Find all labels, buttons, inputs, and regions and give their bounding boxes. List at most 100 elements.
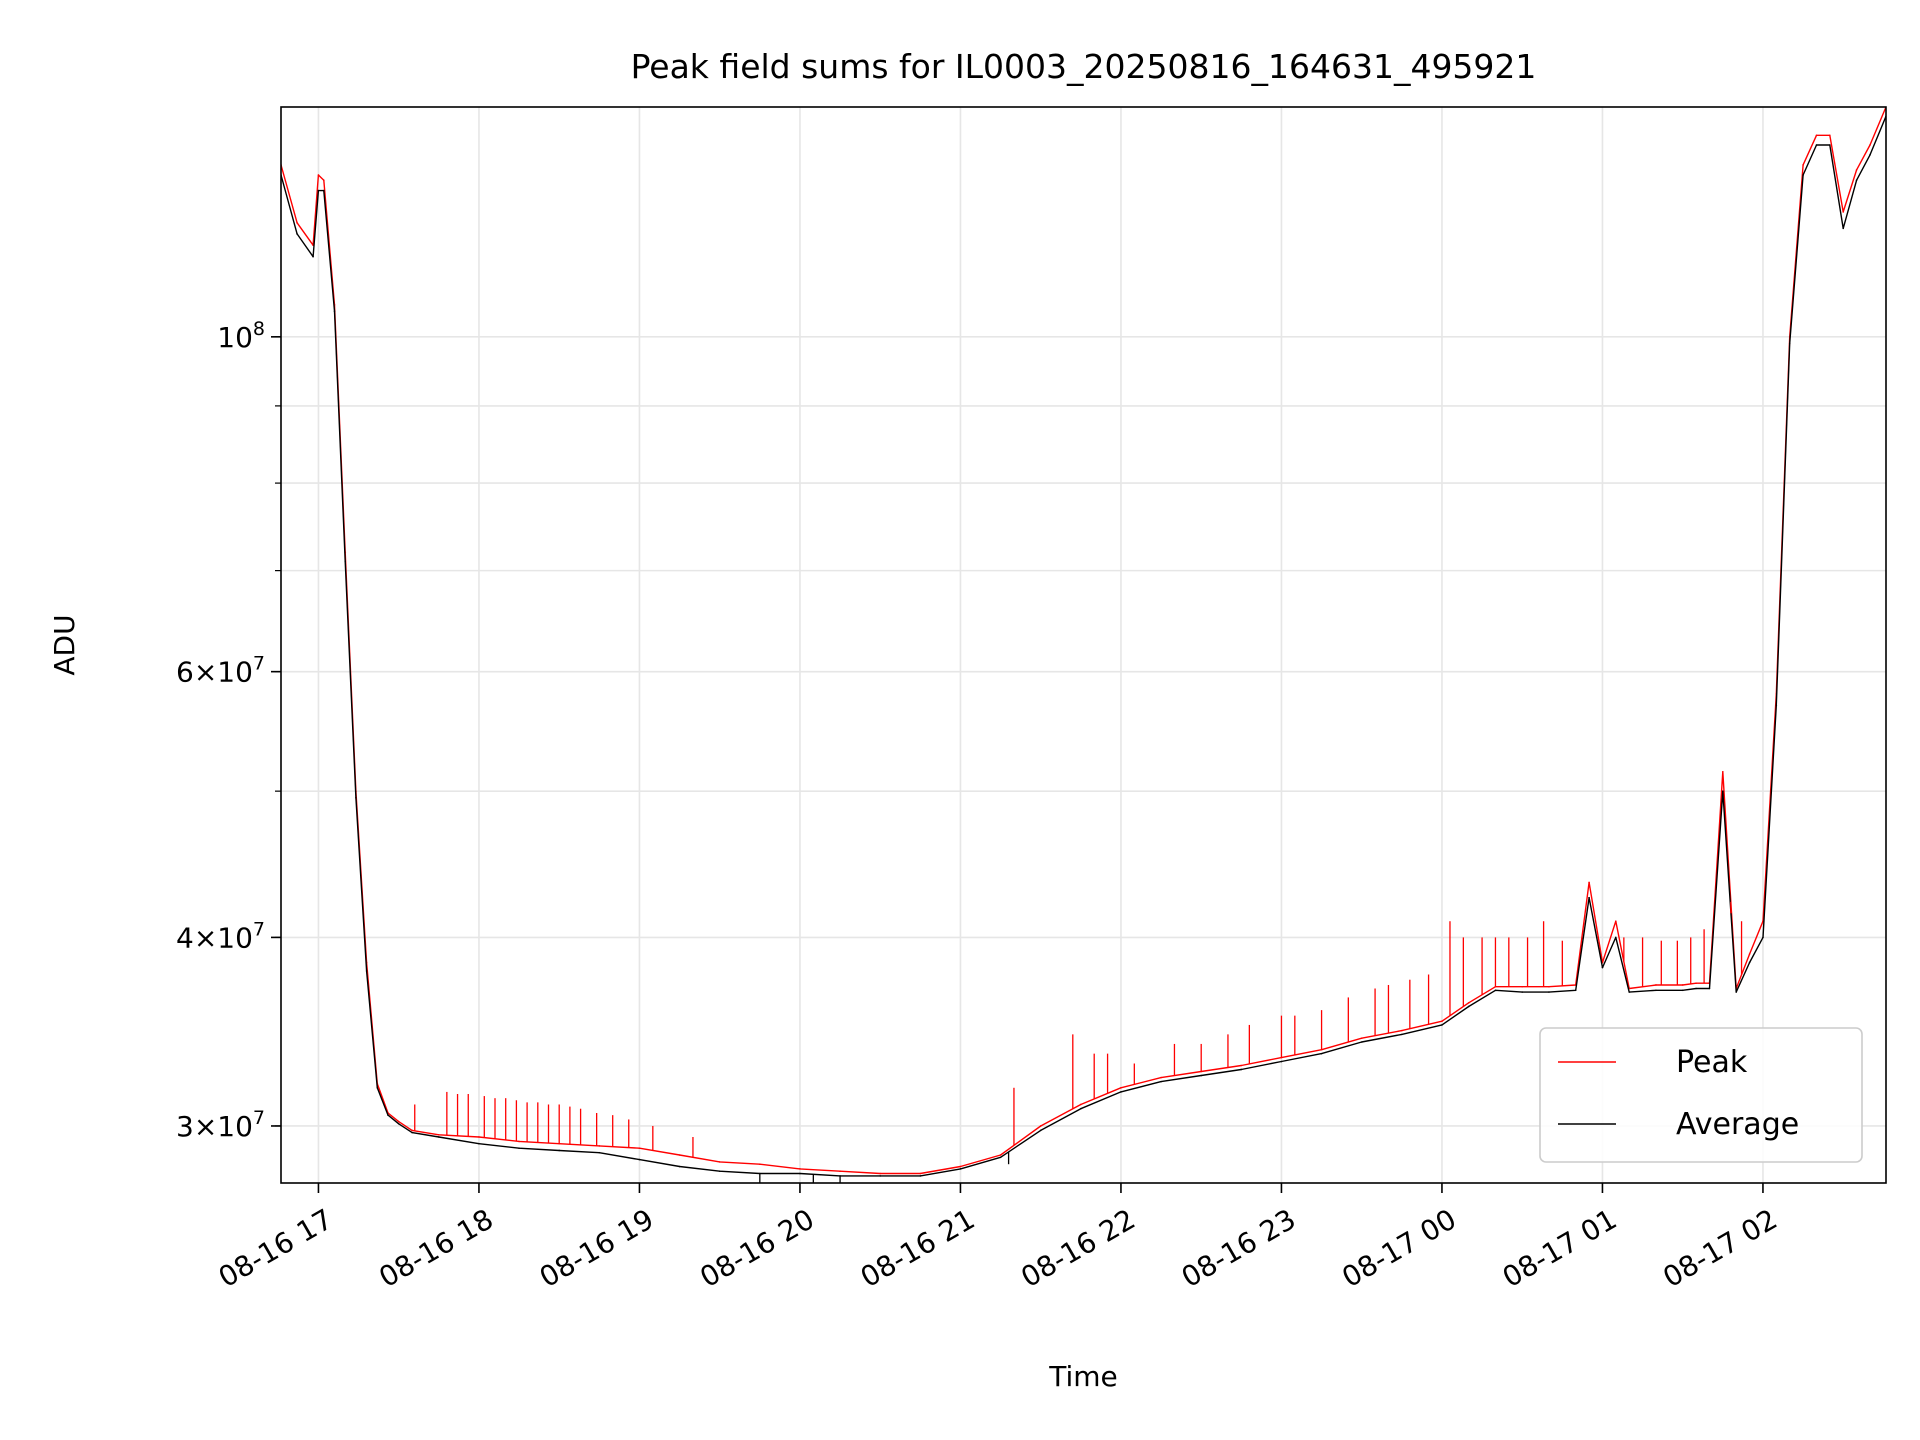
data-point-peak xyxy=(718,1161,721,1163)
data-point-peak xyxy=(678,1154,681,1156)
data-point-peak xyxy=(1681,984,1684,986)
data-point-average xyxy=(1775,704,1778,707)
data-point-peak xyxy=(1120,1086,1122,1089)
data-point-average xyxy=(638,1158,641,1161)
data-point-average xyxy=(317,189,320,192)
data-point-average xyxy=(1815,144,1818,146)
data-point-average xyxy=(376,1086,379,1089)
data-point-average xyxy=(879,1175,881,1177)
data-point-average xyxy=(1574,989,1577,992)
data-point-average xyxy=(1762,936,1764,939)
data-point-peak xyxy=(478,1136,480,1138)
data-point-average xyxy=(1722,790,1724,792)
data-point-peak xyxy=(759,1163,761,1166)
data-point-average xyxy=(344,560,347,563)
data-point-average xyxy=(1521,991,1523,993)
data-point-peak xyxy=(1588,881,1590,884)
legend-label-peak: Peak xyxy=(1676,1045,1748,1080)
data-point-peak xyxy=(1615,920,1617,923)
data-point-average xyxy=(323,189,325,192)
y-axis-label: ADU xyxy=(48,614,81,675)
legend-box xyxy=(1539,1027,1863,1163)
data-point-average xyxy=(312,255,314,258)
data-point-peak xyxy=(438,1133,440,1136)
data-point-average xyxy=(1160,1080,1162,1083)
data-point-peak xyxy=(638,1147,641,1149)
data-point-peak xyxy=(1802,164,1804,166)
data-point-average xyxy=(365,970,368,972)
chart-title: Peak field sums for IL0003_20250816_1646… xyxy=(631,47,1537,86)
data-point-average xyxy=(1615,936,1617,939)
data-point-peak xyxy=(296,222,298,224)
series-layer xyxy=(281,107,1886,1183)
data-point-average xyxy=(1200,1074,1202,1077)
data-point-peak xyxy=(879,1172,881,1175)
data-point-average xyxy=(999,1156,1002,1159)
legend-label-average: Average xyxy=(1676,1107,1799,1142)
data-point-peak xyxy=(1039,1125,1042,1127)
data-point-average xyxy=(1280,1060,1283,1063)
data-point-average xyxy=(1788,342,1791,345)
data-point-average xyxy=(1829,144,1831,146)
data-point-average xyxy=(1401,1033,1403,1036)
data-point-average xyxy=(678,1165,681,1168)
data-point-average xyxy=(1360,1041,1363,1043)
data-point-average xyxy=(1320,1052,1323,1055)
data-point-average xyxy=(1039,1129,1042,1132)
data-point-peak xyxy=(1521,985,1523,988)
data-point-average xyxy=(959,1168,962,1170)
plot-frame xyxy=(280,106,1887,1184)
data-point-average xyxy=(1548,991,1550,993)
data-point-average xyxy=(1681,989,1684,992)
data-point-average xyxy=(397,1122,400,1125)
data-point-peak xyxy=(1360,1037,1363,1039)
data-point-average xyxy=(1842,227,1844,230)
data-point-average xyxy=(1601,966,1604,969)
series-group xyxy=(281,107,1886,1183)
data-point-average xyxy=(1628,991,1630,993)
data-point-average xyxy=(919,1175,922,1177)
data-point-average xyxy=(1441,1024,1443,1026)
data-point-peak xyxy=(323,179,325,181)
data-point-peak xyxy=(1160,1076,1162,1079)
y-tick-label: 3×107 xyxy=(176,1107,265,1143)
data-point-average xyxy=(355,796,357,799)
data-point-peak xyxy=(397,1120,400,1123)
data-point-peak xyxy=(1842,211,1844,213)
data-point-peak xyxy=(1240,1064,1243,1067)
data-point-average xyxy=(1494,989,1497,992)
data-point-average xyxy=(1748,961,1751,964)
data-point-peak xyxy=(999,1154,1002,1156)
data-point-peak xyxy=(1695,982,1697,985)
data-point-peak xyxy=(919,1172,922,1175)
data-point-peak xyxy=(317,174,320,176)
data-point-peak xyxy=(411,1129,413,1132)
data-point-peak xyxy=(1829,134,1831,137)
data-point-peak xyxy=(1441,1020,1443,1022)
data-point-peak xyxy=(1548,985,1550,988)
data-point-average xyxy=(296,233,298,235)
data-point-average xyxy=(333,310,336,312)
data-point-average xyxy=(478,1142,480,1145)
data-point-peak xyxy=(799,1168,801,1170)
data-point-average xyxy=(1855,179,1858,181)
data-point-peak xyxy=(1080,1103,1082,1106)
data-point-average xyxy=(1240,1068,1243,1071)
data-point-average xyxy=(1869,154,1871,156)
data-point-peak xyxy=(518,1140,520,1143)
data-point-average xyxy=(1655,989,1657,992)
data-point-average xyxy=(1802,174,1804,176)
data-point-peak xyxy=(1815,134,1818,137)
legend: Peak Average xyxy=(1539,1027,1863,1163)
data-point-average xyxy=(1120,1091,1122,1093)
x-axis-label: Time xyxy=(1048,1360,1118,1393)
data-point-average xyxy=(1467,1005,1470,1008)
data-point-average xyxy=(1735,991,1737,993)
data-point-average xyxy=(799,1172,801,1175)
data-point-average xyxy=(718,1170,721,1172)
data-point-peak xyxy=(1467,1002,1470,1004)
data-point-average xyxy=(387,1114,389,1116)
data-point-average xyxy=(1588,896,1590,899)
data-point-peak xyxy=(1401,1029,1403,1032)
